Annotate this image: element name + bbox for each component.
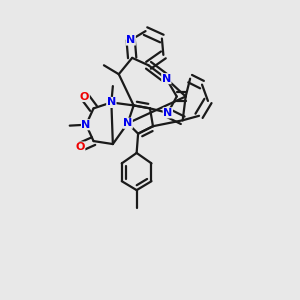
- Text: N: N: [163, 108, 172, 118]
- Text: N: N: [123, 118, 132, 128]
- Text: N: N: [126, 35, 135, 45]
- Text: N: N: [82, 120, 91, 130]
- Text: O: O: [76, 142, 85, 152]
- Text: O: O: [80, 92, 89, 101]
- Text: N: N: [162, 74, 171, 84]
- Text: N: N: [107, 98, 116, 107]
